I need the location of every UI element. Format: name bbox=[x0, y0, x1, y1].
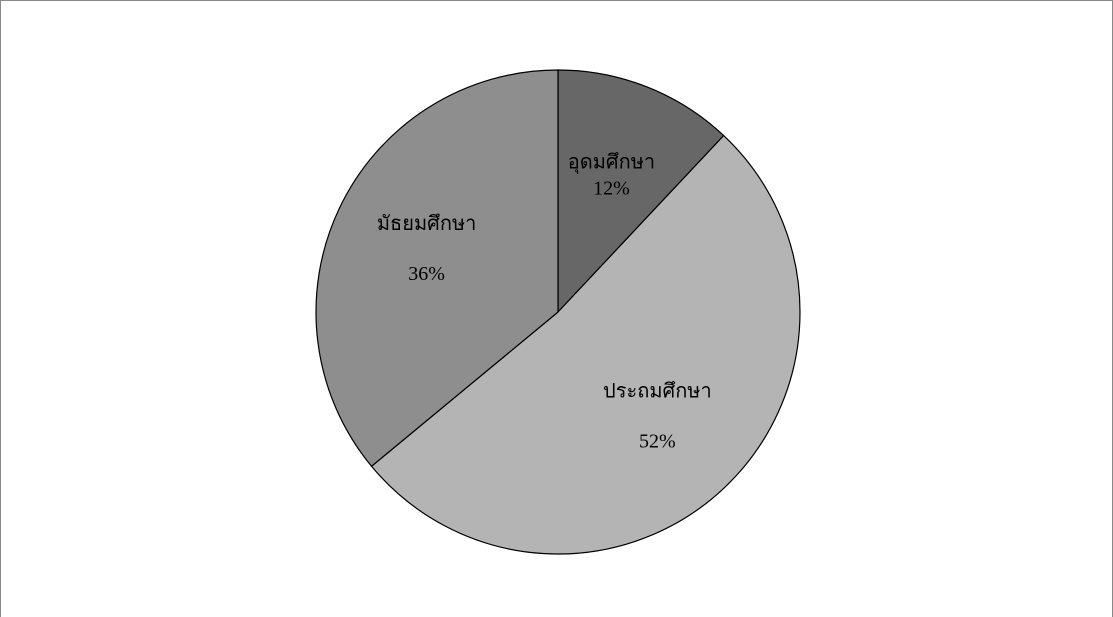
pie-slice bbox=[557, 69, 725, 314]
slice-label: มัธยมศึกษา bbox=[377, 213, 477, 235]
pie-slice bbox=[315, 69, 559, 468]
slice-value-label: 12% bbox=[593, 178, 630, 200]
pie-slice bbox=[370, 134, 801, 555]
slice-value-label: 36% bbox=[408, 263, 445, 285]
slice-label: อุดมศึกษา bbox=[568, 152, 655, 175]
slice-value-label: 52% bbox=[639, 430, 676, 452]
slice-label: ประถมศึกษา bbox=[603, 380, 712, 402]
